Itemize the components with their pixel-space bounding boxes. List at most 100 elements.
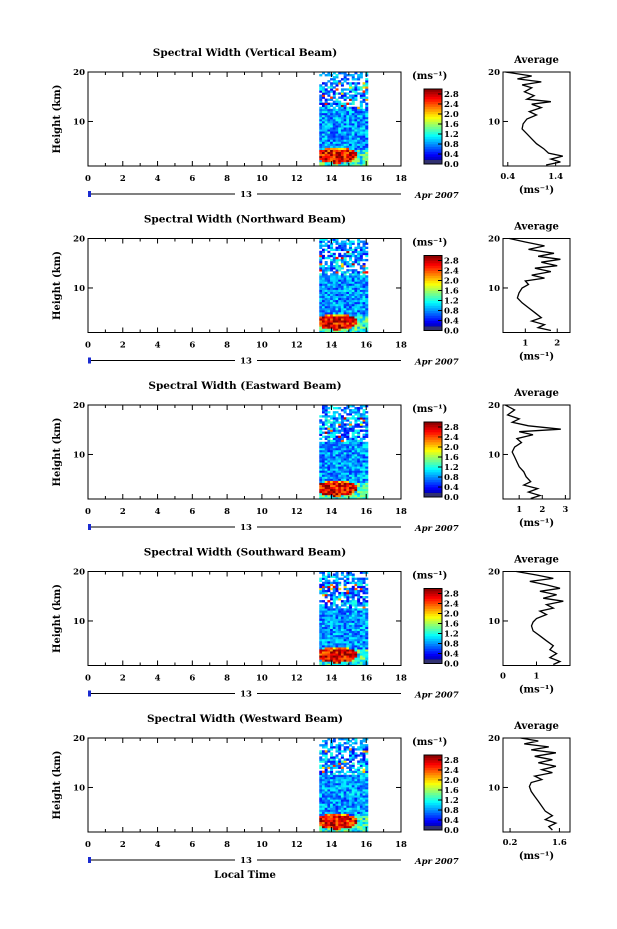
heatmap-cell <box>330 458 334 461</box>
heatmap-cell <box>321 803 325 806</box>
heatmap-cell <box>332 758 336 761</box>
heatmap-cell <box>359 102 363 105</box>
heatmap-cell <box>327 807 331 810</box>
heatmap-cell <box>338 622 342 625</box>
heatmap-cell <box>335 630 339 634</box>
heatmap-cell <box>324 468 328 471</box>
heatmap-cell <box>324 760 328 763</box>
heatmap-cell <box>354 441 358 445</box>
heatmap-cell <box>359 643 363 646</box>
heatmap-cell <box>330 616 334 619</box>
heatmap-cell <box>354 768 358 771</box>
heatmap-cell <box>324 460 328 463</box>
average-x-tick-label: 1 <box>516 505 522 515</box>
heatmap-cell <box>359 571 363 574</box>
heatmap-cell <box>346 295 350 299</box>
heatmap-cell <box>327 441 331 445</box>
heatmap-cell <box>324 409 328 412</box>
heatmap-cell <box>335 583 339 587</box>
heatmap-cell <box>335 813 339 816</box>
heatmap-cell <box>321 409 325 412</box>
heatmap-cell <box>351 98 355 101</box>
average-y-tick-label: 20 <box>488 734 500 744</box>
colorbar-tick-label: 2.4 <box>444 433 459 443</box>
heatmap-cell <box>340 254 344 258</box>
heatmap-cell <box>332 746 336 749</box>
heatmap-cell <box>359 246 363 250</box>
heatmap-cell <box>349 647 353 650</box>
heatmap-cell <box>330 320 334 323</box>
heatmap-cell <box>330 123 334 126</box>
heatmap-cell <box>321 421 325 424</box>
heatmap-cell <box>319 307 323 311</box>
heatmap-cell <box>332 602 336 605</box>
heatmap-cell <box>365 738 369 741</box>
heatmap-cell <box>332 799 336 802</box>
heatmap-cell <box>340 462 344 465</box>
heatmap-cell <box>359 458 363 461</box>
heatmap-cell <box>357 413 361 416</box>
heatmap-cell <box>349 589 353 593</box>
heatmap-cell <box>330 468 334 471</box>
heatmap-cell <box>354 474 358 477</box>
heatmap-cell <box>340 133 344 136</box>
colorbar-swatch <box>424 263 442 266</box>
colorbar-swatch <box>424 273 442 276</box>
heatmap-cell <box>365 112 369 116</box>
heatmap-cell <box>346 793 350 796</box>
heatmap-cell <box>351 482 355 485</box>
heatmap-cell <box>332 811 336 814</box>
heatmap-cell <box>365 602 369 605</box>
heatmap-cell <box>365 583 369 587</box>
heatmap-cell <box>319 433 323 436</box>
heatmap-cell <box>365 608 369 611</box>
heatmap-cell <box>324 795 328 798</box>
heatmap-cell <box>349 159 353 163</box>
heatmap-cell <box>351 776 355 780</box>
colorbar-swatch <box>424 810 442 813</box>
heatmap-cell <box>332 772 336 776</box>
heatmap-cell <box>324 157 328 161</box>
heatmap-cell <box>351 494 355 498</box>
average-x-label: (ms⁻¹) <box>519 185 554 196</box>
heatmap-cell <box>324 275 328 278</box>
heatmap-cell <box>338 742 342 745</box>
colorbar-tick-label: 0.0 <box>444 327 459 337</box>
heatmap-cell <box>357 776 361 780</box>
heatmap-cell <box>357 110 361 114</box>
heatmap-cell <box>354 663 358 666</box>
heatmap-cell <box>338 106 342 110</box>
heatmap-cell <box>332 661 336 664</box>
heatmap-cell <box>349 663 353 666</box>
heatmap-cell <box>362 793 366 796</box>
heatmap-cell <box>335 121 339 124</box>
heatmap-cell <box>321 127 325 130</box>
heatmap-cell <box>340 785 344 788</box>
heatmap-cells <box>319 405 369 500</box>
heatmap-cell <box>365 600 369 603</box>
heatmap-cell <box>327 301 331 305</box>
colorbar-swatch <box>424 449 442 453</box>
heatmap-cell <box>365 484 369 488</box>
heatmap-cell <box>321 776 325 780</box>
heatmap-cell <box>346 441 350 445</box>
heatmap-cell <box>340 638 344 642</box>
heatmap-cell <box>351 598 355 601</box>
heatmap-cell <box>351 803 355 806</box>
heatmap-cell <box>321 643 325 646</box>
heatmap-cell <box>351 88 355 91</box>
heatmap-cell <box>321 102 325 105</box>
heatmap-cell <box>324 801 328 804</box>
heatmap-cell <box>354 492 358 496</box>
heatmap-cell <box>357 466 361 469</box>
heatmap-cell <box>343 447 347 451</box>
heatmap-cell <box>343 742 347 745</box>
heatmap-cell <box>351 793 355 796</box>
heatmap-cell <box>338 129 342 132</box>
heatmap-cell <box>340 614 344 617</box>
heatmap-cell <box>362 240 366 243</box>
heatmap-cell <box>346 324 350 327</box>
heatmap-cell <box>324 143 328 146</box>
heatmap-cell <box>357 157 361 161</box>
heatmap-cell <box>330 104 334 108</box>
